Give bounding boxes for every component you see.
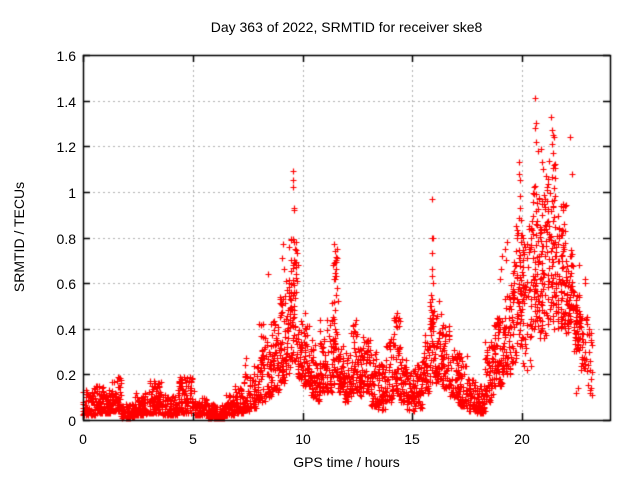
x-tick-label: 15 [404, 431, 420, 447]
x-tick-label: 20 [514, 431, 530, 447]
y-tick-label: 0.6 [56, 276, 76, 292]
x-axis-label: GPS time / hours [293, 454, 400, 470]
x-tick-label: 0 [79, 431, 87, 447]
y-axis-label: SRMTID / TECUs [11, 181, 27, 293]
chart-title: Day 363 of 2022, SRMTID for receiver ske… [210, 19, 483, 35]
y-tick-label: 0 [68, 413, 76, 429]
y-tick-label: 0.4 [56, 322, 76, 338]
y-tick-label: 0.8 [56, 231, 76, 247]
y-tick-label: 1 [68, 185, 76, 201]
y-tick-label: 1.4 [56, 94, 76, 110]
y-tick-label: 1.2 [56, 139, 76, 155]
x-tick-label: 10 [295, 431, 311, 447]
y-tick-label: 1.6 [56, 48, 76, 64]
y-tick-label: 0.2 [56, 367, 76, 383]
x-tick-label: 5 [189, 431, 197, 447]
